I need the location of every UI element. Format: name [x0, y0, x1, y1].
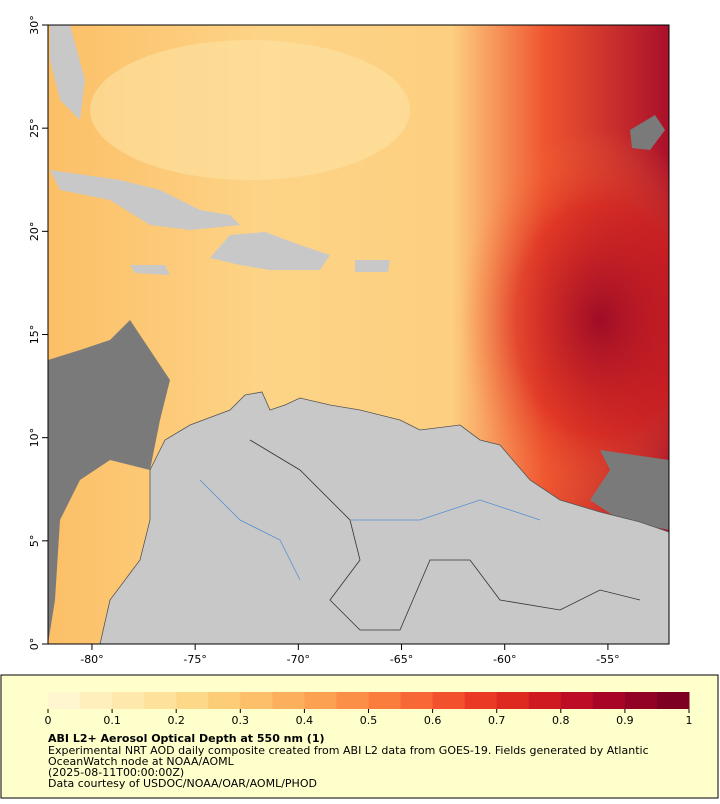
colorbar-swatch — [208, 692, 241, 709]
colorbar-swatch — [176, 692, 209, 709]
river — [350, 499, 541, 521]
caption-title: ABI L2+ Aerosol Optical Depth at 550 nm … — [48, 732, 325, 745]
colorbar-swatch — [432, 692, 466, 709]
land — [50, 170, 240, 230]
aod-plume — [460, 130, 669, 510]
x-tick-label: -60° — [493, 653, 516, 666]
land — [130, 265, 170, 275]
colorbar-swatch — [336, 692, 369, 709]
colorbar-swatch — [272, 692, 305, 709]
colorbar-tick-label: 0.3 — [232, 714, 250, 727]
colorbar-swatch — [528, 692, 562, 709]
colorbar-swatch — [240, 692, 273, 709]
colorbar-swatch — [304, 692, 337, 709]
colorbar-swatch — [560, 692, 594, 709]
x-tick-label: -70° — [287, 653, 310, 666]
colorbar-tick-label: 0.8 — [552, 714, 570, 727]
y-tick-label: 0° — [28, 638, 41, 651]
colorbar-swatch — [48, 692, 81, 709]
colorbar-tick-label: 1 — [686, 714, 693, 727]
colorbar-tick-label: 0.9 — [616, 714, 634, 727]
aod-low — [90, 40, 410, 180]
caption-line: Data courtesy of USDOC/NOAA/OAR/AOML/PHO… — [48, 777, 317, 790]
x-tick-label: -65° — [390, 653, 413, 666]
y-tick-label: 30° — [28, 15, 41, 35]
colorbar-swatch — [368, 692, 402, 709]
no-data — [590, 450, 669, 530]
land — [99, 391, 669, 644]
colorbar-swatch — [464, 692, 498, 709]
y-tick-label: 15° — [28, 325, 41, 345]
colorbar-tick-label: 0.2 — [167, 714, 185, 727]
colorbar-tick-label: 0.7 — [488, 714, 506, 727]
colorbar-tick-label: 0.4 — [296, 714, 314, 727]
colorbar-swatch — [80, 692, 113, 709]
x-tick-label: -80° — [80, 653, 103, 666]
colorbar-tick-label: 0.6 — [424, 714, 442, 727]
caption-line: (2025-08-11T00:00:00Z) — [48, 766, 184, 779]
colorbar-swatch — [496, 692, 530, 709]
land — [355, 260, 390, 272]
caption-line: OceanWatch node at NOAA/AOML — [48, 755, 235, 768]
no-data — [630, 115, 665, 150]
y-tick-label: 5° — [28, 535, 41, 548]
land — [50, 25, 85, 120]
colorbar-tick-label: 0 — [45, 714, 52, 727]
colorbar-tick-label: 0.1 — [103, 714, 121, 727]
map-image — [48, 25, 669, 644]
colorbar-tick-label: 0.5 — [360, 714, 378, 727]
caption-line: Experimental NRT AOD daily composite cre… — [48, 744, 649, 757]
land — [210, 232, 330, 270]
colorbar-swatch — [144, 692, 177, 709]
y-tick-label: 20° — [28, 222, 41, 242]
river — [199, 479, 301, 581]
no-data — [48, 320, 170, 644]
colorbar-swatch — [624, 692, 658, 709]
x-tick-label: -55° — [596, 653, 619, 666]
x-tick-label: -75° — [183, 653, 206, 666]
colorbar-swatch — [112, 692, 145, 709]
y-tick-label: 10° — [28, 428, 41, 448]
colorbar-swatch — [656, 692, 690, 709]
colorbar-swatch — [592, 692, 626, 709]
colorbar-swatch — [400, 692, 434, 709]
y-tick-label: 25° — [28, 118, 41, 138]
